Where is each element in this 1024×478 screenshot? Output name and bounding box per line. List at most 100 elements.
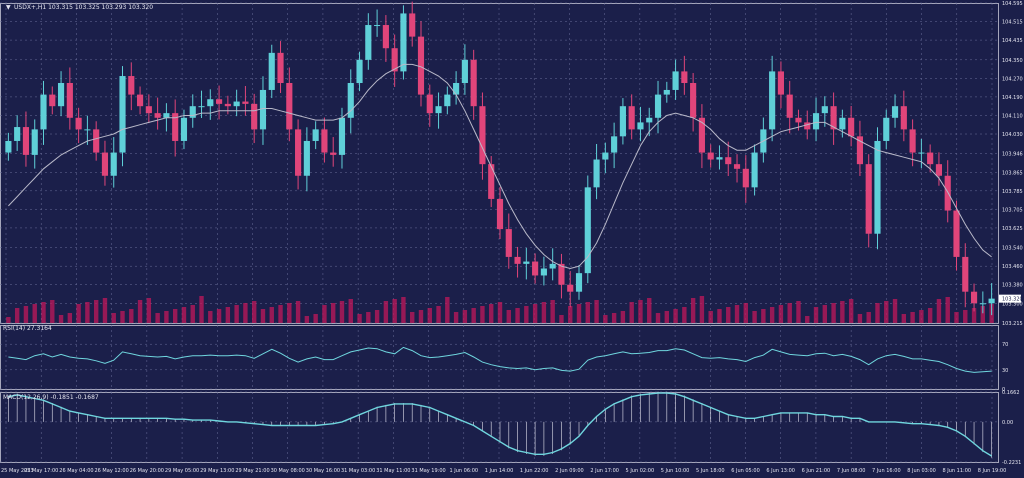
volume-bar xyxy=(594,300,599,323)
rsi-frame xyxy=(0,325,999,390)
bear-candle xyxy=(786,94,793,118)
macd-pane[interactable]: 0.1662 0.00 -0.2231 MACD(12,26,9) -0.1851 … xyxy=(0,390,1021,466)
volume-bar xyxy=(980,306,986,323)
volume-bar xyxy=(120,311,125,323)
time-label: 31 May 11:00 xyxy=(376,468,410,474)
symbol-label: USDX+,H1 103.315 103.325 103.293 103.320 xyxy=(14,4,153,11)
time-label: 2 Jun 09:00 xyxy=(555,468,584,474)
volume-bar xyxy=(585,302,590,323)
rsi-pane[interactable]: 70 30 0 RSI(14) 27.3164 xyxy=(0,325,1008,393)
volume-bar xyxy=(58,315,64,323)
bear-candle xyxy=(970,291,978,304)
volume-bar xyxy=(734,305,740,323)
bull-candle xyxy=(540,268,547,276)
bear-candle xyxy=(136,94,144,107)
time-label: 29 May 05:00 xyxy=(165,468,199,474)
volume-bar xyxy=(840,301,845,323)
bear-candle xyxy=(93,129,100,153)
time-label: 5 Jun 10:00 xyxy=(661,468,690,474)
volume-bar xyxy=(550,300,555,323)
bear-candle xyxy=(777,71,784,95)
bull-candle xyxy=(883,117,890,141)
price-tick-label: 103.215 xyxy=(1002,321,1023,327)
bear-candle xyxy=(558,263,565,285)
volume-bar xyxy=(436,306,441,323)
bull-candle xyxy=(646,117,653,123)
bear-candle xyxy=(698,117,705,153)
volume-bar xyxy=(945,297,950,323)
volume-bar xyxy=(278,305,283,323)
bear-candle xyxy=(795,117,802,123)
volume-bar xyxy=(524,306,529,323)
volume-bar xyxy=(208,311,213,323)
bear-candle xyxy=(725,157,732,165)
volume-bar xyxy=(410,312,415,323)
bull-candle xyxy=(751,152,758,188)
volume-bar xyxy=(111,313,116,323)
bull-candle xyxy=(259,89,267,130)
volume-bar xyxy=(348,299,353,323)
volume-bar xyxy=(489,304,494,323)
volume-bar xyxy=(796,301,801,323)
bull-candle xyxy=(84,129,91,131)
volume-bar xyxy=(813,307,819,323)
volume-bar xyxy=(252,301,257,323)
bear-candle xyxy=(865,164,872,234)
bear-candle xyxy=(470,59,477,107)
time-label: 31 May 03:00 xyxy=(341,468,375,474)
bull-candle xyxy=(593,159,600,188)
volume-bar xyxy=(848,299,854,323)
volume-bar xyxy=(418,310,424,323)
volume-bar xyxy=(67,313,73,323)
bear-candle xyxy=(286,83,293,130)
volume-bar xyxy=(85,302,90,323)
volume-bar xyxy=(392,299,397,323)
volume-bar xyxy=(401,297,406,323)
bull-candle xyxy=(461,59,468,83)
time-label: 29 May 13:00 xyxy=(200,468,234,474)
bull-candle xyxy=(40,94,47,130)
bear-candle xyxy=(628,106,635,130)
bull-candle xyxy=(110,152,117,176)
bull-candle xyxy=(444,94,451,107)
bear-candle xyxy=(707,152,714,160)
bull-candle xyxy=(821,106,828,114)
volume-bar xyxy=(559,315,564,323)
bear-candle xyxy=(145,106,152,114)
volume-bar xyxy=(366,312,371,323)
volume-bar xyxy=(831,303,836,323)
volume-bar xyxy=(453,312,459,323)
volume-bar xyxy=(919,310,924,323)
bear-candle xyxy=(66,83,73,118)
bear-candle xyxy=(742,168,749,188)
bear-candle xyxy=(277,52,284,83)
volume-bar xyxy=(761,309,766,323)
bear-candle xyxy=(848,117,855,137)
bull-candle xyxy=(198,106,205,108)
bull-candle xyxy=(611,136,618,153)
volume-bar xyxy=(699,296,705,323)
price-pane[interactable]: 104.595 104.515 104.435 104.350 104.270 104.1… xyxy=(0,1,1023,327)
bull-candle xyxy=(584,187,591,274)
price-tick-label: 103.785 xyxy=(1002,189,1023,195)
rsi-label: RSI(14) 27.3164 xyxy=(3,325,52,332)
volume-bar xyxy=(462,310,468,323)
volume-bar xyxy=(23,306,29,323)
price-axis: 104.595 104.515 104.435 104.350 104.270 104.1… xyxy=(999,1,1023,327)
symbol-triangle-icon[interactable]: ▼ xyxy=(6,4,11,11)
bull-candle xyxy=(303,140,310,176)
bull-candle xyxy=(874,140,881,234)
moving-average-line xyxy=(8,63,992,270)
bear-candle xyxy=(409,13,416,37)
time-label: 6 Jun 05:00 xyxy=(731,468,760,474)
bull-candle xyxy=(716,157,723,160)
bear-candle xyxy=(830,106,837,130)
bull-candle xyxy=(918,152,925,154)
bear-candle xyxy=(330,152,337,155)
volume-bar xyxy=(673,309,678,323)
bear-candle xyxy=(128,76,135,95)
volume-bar xyxy=(129,309,134,323)
volume-bar xyxy=(506,310,511,323)
bull-candle xyxy=(575,273,583,292)
